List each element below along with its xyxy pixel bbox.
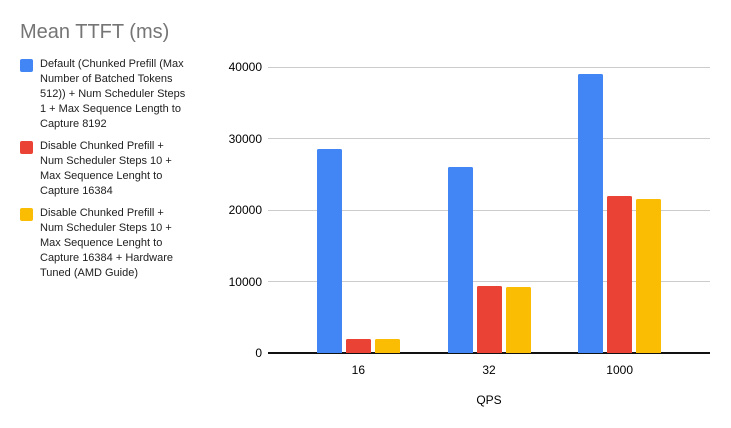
legend-label-line: Disable Chunked Prefill + xyxy=(40,207,164,219)
y-tick-label-10000: 10000 xyxy=(228,274,262,289)
legend-label-line: Capture 16384 + Hardware xyxy=(40,252,173,264)
y-tick-label-20000: 20000 xyxy=(228,203,262,217)
legend-label-line: 512)) + Num Scheduler Steps xyxy=(40,88,186,100)
gridline-30000 xyxy=(268,138,710,139)
chart-title: Mean TTFT (ms) xyxy=(20,21,170,43)
legend-label-line: Capture 8192 xyxy=(40,118,107,130)
legend-label-line: Default (Chunked Prefill (Max xyxy=(40,58,184,70)
x-tick-label-1000: 1000 xyxy=(606,363,633,377)
legend: Default (Chunked Prefill (Max Number of B… xyxy=(20,57,230,288)
gridline-10000 xyxy=(268,281,710,282)
legend-label-line: 1 + Max Sequence Length to xyxy=(40,103,181,115)
y-tick-label-40000: 40000 xyxy=(228,60,262,74)
x-axis-title: QPS xyxy=(476,393,502,407)
legend-label-line: Tuned (AMD Guide) xyxy=(40,267,139,279)
bar-series1-qps-16 xyxy=(316,149,342,353)
y-tick-label-30000: 30000 xyxy=(228,131,262,146)
legend-swatch-icon xyxy=(20,141,33,154)
legend-label-line: Number of Batched Tokens xyxy=(40,73,173,85)
legend-item-2: Disable Chunked Prefill + Num Scheduler S… xyxy=(20,139,230,199)
legend-label-line: Max Sequence Lenght to xyxy=(40,237,163,249)
legend-label-line: Num Scheduler Steps 10 + xyxy=(40,222,172,234)
legend-item-label: Default (Chunked Prefill (Max Number of B… xyxy=(40,57,185,132)
legend-label-line: Capture 16384 xyxy=(40,185,113,197)
bar-series2-qps-1000 xyxy=(607,195,633,353)
x-axis-line xyxy=(268,352,710,354)
y-tick-label-0: 0 xyxy=(255,346,262,360)
bar-series2-qps-32 xyxy=(476,285,502,353)
x-tick-label-16: 16 xyxy=(351,363,365,377)
legend-item-3: Disable Chunked Prefill + Num Scheduler S… xyxy=(20,206,230,281)
legend-item-label: Disable Chunked Prefill + Num Scheduler S… xyxy=(40,139,172,199)
x-tick-label-32: 32 xyxy=(482,363,496,377)
bar-series3-qps-16 xyxy=(374,339,400,353)
plot-area xyxy=(268,66,710,354)
bar-series3-qps-32 xyxy=(505,287,531,353)
legend-label-line: Disable Chunked Prefill + xyxy=(40,140,164,152)
legend-label-line: Num Scheduler Steps 10 + xyxy=(40,155,172,167)
bar-series3-qps-1000 xyxy=(636,199,662,353)
legend-label-line: Max Sequence Lenght to xyxy=(40,170,163,182)
legend-swatch-icon xyxy=(20,208,33,221)
bar-series1-qps-1000 xyxy=(578,74,604,353)
legend-item-1: Default (Chunked Prefill (Max Number of B… xyxy=(20,57,230,132)
legend-item-label: Disable Chunked Prefill + Num Scheduler S… xyxy=(40,206,173,281)
gridline-40000 xyxy=(268,66,710,68)
legend-swatch-icon xyxy=(20,59,33,72)
bar-series2-qps-16 xyxy=(345,339,371,353)
bar-series1-qps-32 xyxy=(447,167,473,353)
gridline-20000 xyxy=(268,209,710,211)
